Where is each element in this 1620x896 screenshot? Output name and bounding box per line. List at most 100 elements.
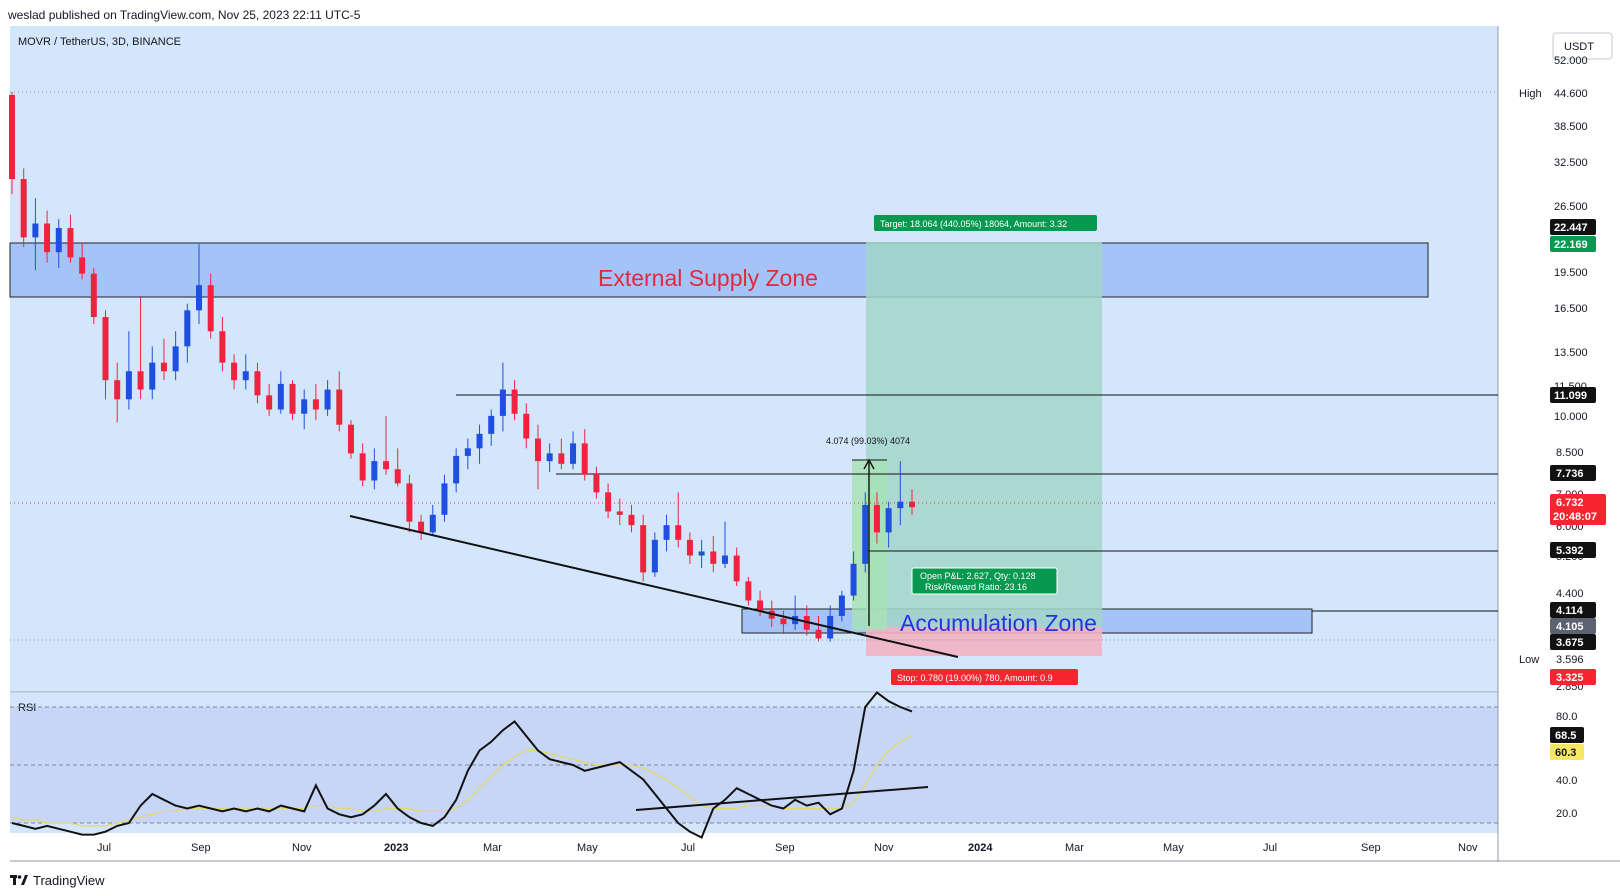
candle-body[interactable]: [231, 362, 238, 381]
candle-body[interactable]: [441, 483, 448, 515]
last-price-tag-bg: [1550, 494, 1606, 525]
candle-body[interactable]: [219, 331, 226, 363]
candle-body[interactable]: [581, 443, 588, 475]
measure-arrowhead: [863, 458, 875, 470]
candle-body[interactable]: [511, 389, 518, 414]
candle-body[interactable]: [125, 371, 132, 400]
candle-body[interactable]: [885, 508, 892, 533]
candle-body[interactable]: [640, 525, 647, 573]
time-tick: 2024: [968, 842, 993, 854]
candle-body[interactable]: [757, 600, 764, 611]
candle-body[interactable]: [675, 525, 682, 540]
tag-3675: 3.675: [1556, 637, 1584, 649]
candle-body[interactable]: [9, 94, 15, 180]
candle-body[interactable]: [862, 504, 869, 564]
candle-body[interactable]: [149, 362, 156, 390]
candle-body[interactable]: [558, 453, 565, 464]
candle-body[interactable]: [909, 501, 915, 508]
candle-body[interactable]: [733, 555, 740, 582]
rsi-tick: 20.0: [1556, 808, 1577, 820]
candle-body[interactable]: [453, 455, 460, 484]
candle-body[interactable]: [90, 273, 97, 318]
candle-body[interactable]: [429, 514, 436, 533]
candle-body[interactable]: [79, 257, 86, 274]
candle-body[interactable]: [464, 448, 471, 456]
tag-4105-bg: [1550, 618, 1596, 634]
tag-5392: 5.392: [1556, 545, 1584, 557]
candle-body[interactable]: [196, 285, 203, 311]
candle-body[interactable]: [55, 228, 62, 253]
tradingview-logo-icon: [10, 874, 28, 885]
candle-body[interactable]: [383, 461, 390, 470]
candle-body[interactable]: [605, 492, 612, 512]
candle-body[interactable]: [359, 453, 366, 481]
candle-body[interactable]: [499, 389, 506, 416]
candle-body[interactable]: [347, 424, 354, 454]
candle-body[interactable]: [184, 310, 191, 347]
candle-body[interactable]: [570, 443, 577, 464]
supply-zone[interactable]: [9, 242, 1429, 298]
candle-body[interactable]: [406, 483, 413, 522]
price-axis: 52.000 38.500 32.500 26.500 19.500 16.50…: [1554, 55, 1588, 693]
candle-body[interactable]: [301, 399, 308, 414]
price-tick: 26.500: [1554, 201, 1588, 213]
candle-body[interactable]: [172, 346, 179, 372]
candle-body[interactable]: [114, 380, 121, 400]
stop-zone[interactable]: [866, 627, 1102, 656]
price-tick: 13.500: [1554, 347, 1588, 359]
currency-box[interactable]: [1552, 32, 1613, 60]
target-zone[interactable]: [866, 242, 1102, 627]
low-label: Low: [1519, 654, 1539, 666]
candle-body[interactable]: [371, 461, 378, 481]
candle-body[interactable]: [628, 514, 635, 526]
candle-body[interactable]: [488, 415, 495, 434]
candle-body[interactable]: [710, 551, 717, 564]
candle-body[interactable]: [534, 438, 541, 462]
candle-body[interactable]: [476, 433, 483, 449]
tag-5392-bg: [1550, 542, 1596, 558]
candle-body[interactable]: [312, 399, 319, 410]
candle-body[interactable]: [698, 551, 705, 556]
high-value: 44.600: [1554, 88, 1588, 100]
candle-body[interactable]: [102, 317, 109, 381]
candle-body[interactable]: [266, 395, 273, 410]
candle-body[interactable]: [336, 389, 343, 425]
candle-body[interactable]: [546, 453, 553, 462]
candle-body[interactable]: [897, 501, 904, 509]
candle-body[interactable]: [838, 595, 845, 616]
rsi-trendline[interactable]: [635, 786, 929, 811]
pnl-line2: Risk/Reward Ratio: 23.16: [925, 582, 1027, 592]
price-tick: 38.500: [1554, 121, 1588, 133]
candle-body[interactable]: [593, 474, 600, 493]
candle-body[interactable]: [815, 629, 822, 639]
candle-body[interactable]: [780, 618, 787, 625]
candle-body[interactable]: [663, 525, 670, 540]
candle-body[interactable]: [289, 383, 296, 414]
candle-body[interactable]: [137, 371, 144, 390]
candle-body[interactable]: [67, 228, 74, 258]
candle-body[interactable]: [20, 179, 27, 238]
candle-body[interactable]: [745, 581, 752, 601]
candle-body[interactable]: [160, 362, 167, 372]
candle-body[interactable]: [394, 469, 401, 484]
candle-body[interactable]: [418, 521, 425, 533]
time-tick: Jul: [1263, 842, 1277, 854]
candle-body[interactable]: [254, 371, 261, 396]
candle-body[interactable]: [32, 223, 39, 238]
candle-body[interactable]: [324, 389, 331, 410]
candle-body[interactable]: [277, 383, 284, 410]
candle-body[interactable]: [873, 504, 880, 533]
candle-body[interactable]: [242, 371, 249, 381]
candle-body[interactable]: [850, 563, 857, 596]
candle-body[interactable]: [616, 511, 623, 515]
time-tick: Mar: [1065, 842, 1084, 854]
candle-body[interactable]: [207, 285, 214, 332]
candle-body[interactable]: [651, 539, 658, 573]
candle-body[interactable]: [721, 555, 728, 564]
candle-body[interactable]: [523, 413, 530, 439]
tradingview-brand[interactable]: TradingView: [10, 873, 105, 888]
candle-body[interactable]: [44, 223, 51, 253]
candle-body[interactable]: [686, 539, 693, 556]
trendline[interactable]: [349, 515, 959, 658]
